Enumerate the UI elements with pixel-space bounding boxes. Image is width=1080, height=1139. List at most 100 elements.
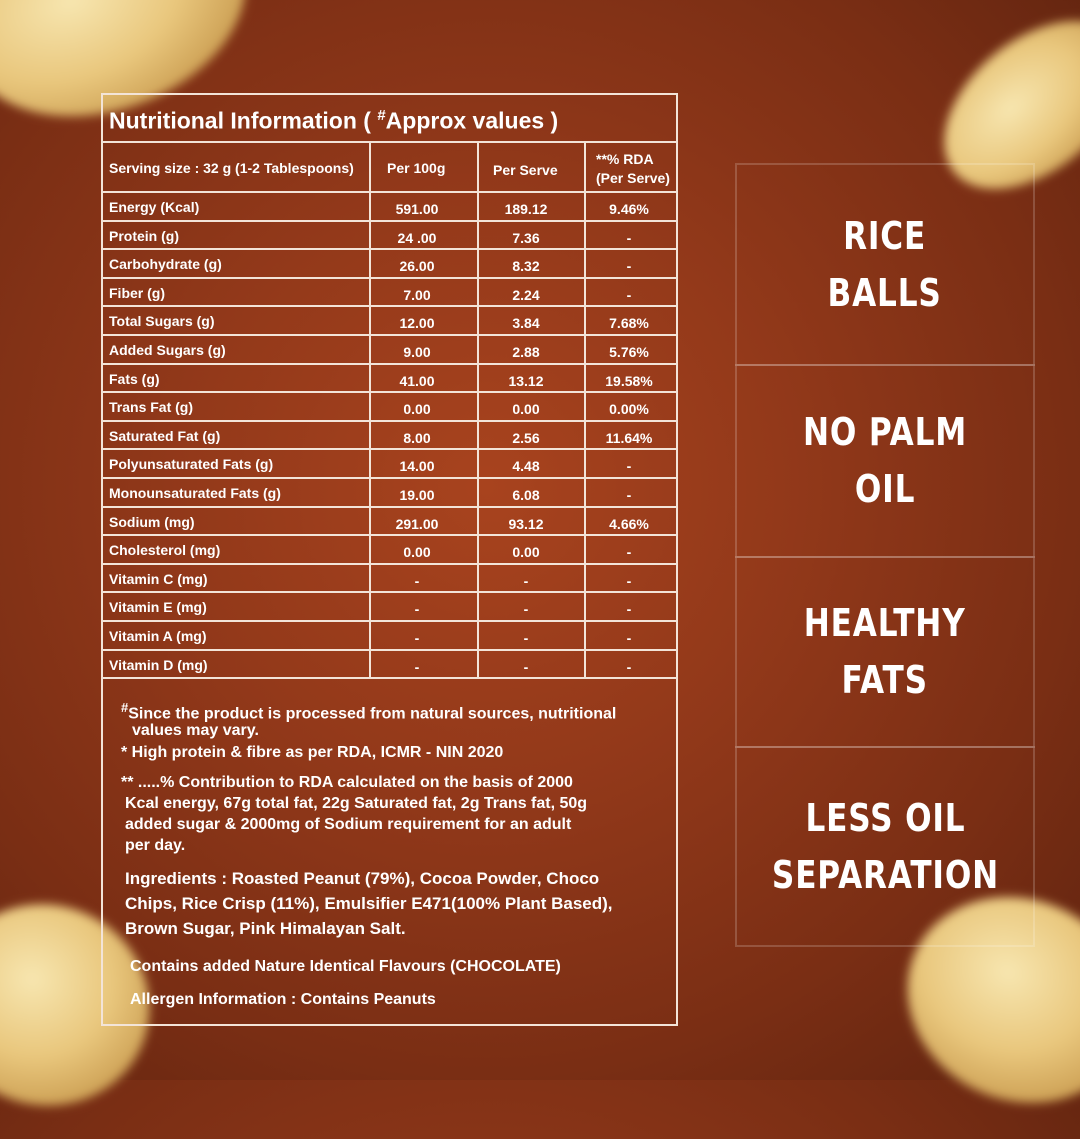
row-per-100g: 0.00 <box>403 544 431 561</box>
note-protein: * High protein & fibre as per RDA, ICMR … <box>121 744 504 761</box>
row-label: Fats (g) <box>109 370 160 387</box>
feature-box-no-palm-oil: NO PALM OIL <box>735 364 1035 558</box>
row-per-serve: 3.84 <box>512 315 540 332</box>
row-label: Vitamin A (mg) <box>109 628 207 644</box>
feature-box-less-oil-separation: LESS OIL SEPARATION <box>735 746 1035 947</box>
row-rda: 0.00% <box>609 401 649 418</box>
row-per-serve: 0.00 <box>512 401 540 418</box>
row-divider <box>103 505 676 508</box>
row-rda: - <box>626 286 632 303</box>
row-rda: 4.66% <box>609 515 649 532</box>
feature-label: NO PALM OIL <box>802 410 968 511</box>
row-per-100g: 12.00 <box>399 315 435 332</box>
note-rda-2: Kcal energy, 67g total fat, 22g Saturate… <box>125 795 588 812</box>
note-hash: # <box>121 700 129 715</box>
feature-box-healthy-fats: HEALTHY FATS <box>735 556 1035 748</box>
row-rda: 7.68% <box>609 315 649 332</box>
row-label: Polyunsaturated Fats (g) <box>109 456 274 473</box>
row-divider <box>103 591 676 594</box>
row-per-100g: 0.00 <box>403 401 431 418</box>
row-label: Total Sugars (g) <box>109 313 215 330</box>
row-label: Trans Fat (g) <box>109 399 194 416</box>
row-divider <box>103 362 676 365</box>
row-per-100g: 291.00 <box>395 515 439 532</box>
feature-label: LESS OIL SEPARATION <box>771 795 999 897</box>
row-divider <box>103 562 676 565</box>
row-label: Vitamin D (mg) <box>109 656 208 673</box>
per-100g-header: Per 100g <box>387 160 446 176</box>
table-bottom-border <box>103 677 676 680</box>
rda-header-line2: (Per Serve) <box>596 170 670 186</box>
row-label: Cholesterol (mg) <box>109 542 221 559</box>
note-natural: #Since the product is processed from nat… <box>121 697 616 724</box>
row-per-serve: 6.08 <box>512 487 540 503</box>
feature-label: RICE BALLS <box>827 213 943 315</box>
row-label: Monounsaturated Fats (g) <box>109 485 281 501</box>
row-divider <box>103 248 676 251</box>
column-divider <box>584 143 586 679</box>
row-rda: - <box>626 630 632 646</box>
rda-header-line1: **% RDA <box>596 151 654 167</box>
row-per-serve: 0.00 <box>512 544 540 561</box>
row-label: Energy (Kcal) <box>109 199 200 215</box>
row-divider <box>103 648 676 651</box>
row-divider <box>103 191 676 193</box>
row-rda: 11.64% <box>605 429 653 446</box>
column-divider <box>369 143 371 679</box>
row-rda: - <box>626 487 632 503</box>
row-divider <box>103 391 676 394</box>
row-rda: - <box>626 658 632 675</box>
row-label: Protein (g) <box>109 227 179 244</box>
flavours-note: Contains added Nature Identical Flavours… <box>130 958 561 975</box>
row-per-serve: 13.12 <box>508 372 544 389</box>
row-per-100g: 19.00 <box>399 487 435 503</box>
title-text: Nutritional Information ( <box>109 107 378 134</box>
row-per-serve: 2.88 <box>512 344 540 360</box>
note-natural-1: Since the product is processed from natu… <box>128 705 617 723</box>
title-rest: Approx values ) <box>385 107 559 134</box>
row-rda: 9.46% <box>609 201 649 217</box>
nutrition-title: Nutritional Information ( #Approx values… <box>109 107 558 135</box>
row-label: Added Sugars (g) <box>109 342 226 358</box>
row-per-100g: - <box>414 658 420 675</box>
per-serve-header: Per Serve <box>493 162 558 178</box>
row-label: Vitamin E (mg) <box>109 599 207 616</box>
note-rda-4: per day. <box>125 837 186 854</box>
feature-box-rice-balls: RICE BALLS <box>735 163 1035 366</box>
row-per-100g: 8.00 <box>403 429 431 446</box>
row-rda: 5.76% <box>609 344 649 360</box>
row-divider <box>103 305 676 308</box>
table-top-border <box>103 141 676 143</box>
row-per-serve: 2.56 <box>512 429 540 446</box>
row-rda: 19.58% <box>605 372 653 389</box>
row-divider <box>103 534 676 537</box>
note-rda-3: added sugar & 2000mg of Sodium requireme… <box>125 816 572 833</box>
row-per-100g: - <box>414 630 420 646</box>
serving-size-header: Serving size : 32 g (1-2 Tablespoons) <box>109 160 354 176</box>
row-divider <box>103 620 676 622</box>
title-hash: # <box>377 107 386 124</box>
row-divider <box>103 448 676 451</box>
row-rda: - <box>626 458 632 475</box>
row-per-serve: 93.12 <box>508 515 544 532</box>
row-per-100g: 24 .00 <box>397 229 437 246</box>
row-divider <box>103 276 676 279</box>
row-per-100g: 9.00 <box>403 344 431 360</box>
row-rda: - <box>626 258 632 275</box>
row-per-serve: 2.24 <box>512 286 540 303</box>
row-divider <box>103 419 676 422</box>
row-label: Fiber (g) <box>109 284 165 301</box>
row-per-100g: - <box>414 572 420 589</box>
row-divider <box>103 334 676 336</box>
row-per-100g: - <box>414 601 420 618</box>
ingredients-3: Brown Sugar, Pink Himalayan Salt. <box>125 919 406 938</box>
row-divider <box>103 477 676 479</box>
row-per-serve: - <box>523 630 529 646</box>
column-divider <box>477 143 479 679</box>
row-divider <box>103 219 676 222</box>
row-per-100g: 14.00 <box>399 458 435 475</box>
ingredients-1: Ingredients : Roasted Peanut (79%), Coco… <box>125 869 600 888</box>
row-label: Sodium (mg) <box>109 513 195 530</box>
row-per-100g: 7.00 <box>403 286 431 303</box>
note-natural-2: values may vary. <box>132 722 259 739</box>
